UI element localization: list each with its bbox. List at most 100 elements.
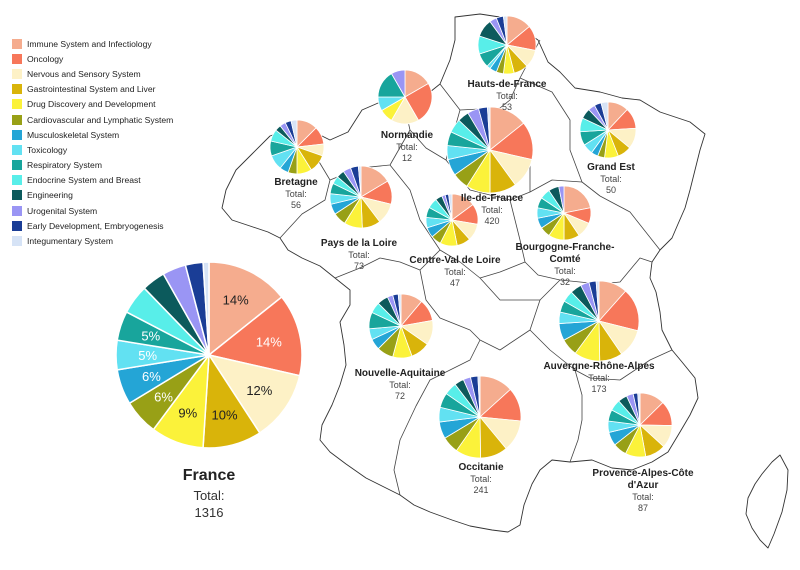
region-pie-slice xyxy=(598,290,640,332)
region-pie-slice xyxy=(477,375,481,418)
region-total-label: Total: xyxy=(348,250,370,260)
france-pie-slice xyxy=(207,353,301,434)
region-total-label: Total: xyxy=(396,142,418,152)
legend-item: Respiratory System xyxy=(12,158,173,173)
region-total-value: 53 xyxy=(502,102,512,112)
legend-swatch xyxy=(12,144,22,155)
region-pie-slice xyxy=(558,185,565,214)
france-slice-label: 9% xyxy=(178,406,197,421)
legend-label: Immune System and Infectiology xyxy=(27,38,152,49)
region-name: Ile-de-France xyxy=(461,193,524,204)
legend-item: Early Development, Embryogenesis xyxy=(12,218,173,233)
region-pie-slice xyxy=(404,82,433,121)
region-total-label: Total: xyxy=(496,91,518,101)
region-pie-slice xyxy=(448,193,453,221)
region-total-value: 420 xyxy=(484,216,499,226)
legend-label: Musculoskeletal System xyxy=(27,129,120,140)
region-pie-slice xyxy=(397,293,402,327)
france-total-label: Total: xyxy=(193,488,224,503)
legend-swatch xyxy=(12,114,22,125)
region-name: Nouvelle-Aquitaine xyxy=(355,368,446,379)
legend-label: Integumentary System xyxy=(27,236,113,247)
france-slice-label: 12% xyxy=(246,383,272,398)
region-total-value: 72 xyxy=(395,391,405,401)
legend-item: Toxicology xyxy=(12,142,173,157)
legend-item: Integumentary System xyxy=(12,233,173,248)
legend-label: Respiratory System xyxy=(27,160,102,171)
region-name: Hauts-de-France xyxy=(468,79,547,90)
region-pie xyxy=(446,106,534,194)
region-pie xyxy=(558,280,640,362)
legend-swatch xyxy=(12,99,22,110)
region-pie-slice xyxy=(502,15,508,46)
region-name: Occitanie xyxy=(458,462,503,473)
corsica-outline xyxy=(745,454,789,549)
region-total-label: Total: xyxy=(588,373,610,383)
legend-label: Cardiovascular and Lymphatic System xyxy=(27,114,174,125)
legend-item: Oncology xyxy=(12,51,173,66)
region-name: Grand Est xyxy=(587,162,635,173)
legend-item: Urogenital System xyxy=(12,203,173,218)
region-pie-slice xyxy=(390,69,406,99)
legend-swatch xyxy=(12,84,22,95)
region-pie-slice xyxy=(595,280,600,322)
region-total-value: 56 xyxy=(291,200,301,210)
region-pie-slice xyxy=(290,119,298,148)
region-pie xyxy=(425,193,479,247)
france-summary: France Total: 1316 xyxy=(183,467,236,520)
region-labels: Hauts-de-FranceTotal:53NormandieTotal:12… xyxy=(274,79,694,513)
legend-item: Drug Discovery and Development xyxy=(12,97,173,112)
region-total-label: Total: xyxy=(389,380,411,390)
france-pie-slice xyxy=(207,295,303,377)
region-pie-slice xyxy=(487,106,491,151)
legend-swatch xyxy=(12,68,22,79)
region-name: Bretagne xyxy=(274,177,318,188)
region-pie xyxy=(329,165,393,229)
category-legend: Immune System and Infectiology Oncology Ne… xyxy=(12,36,173,249)
legend-swatch xyxy=(12,205,22,216)
region-name: d'Azur xyxy=(628,480,659,491)
region-name: Centre-Val de Loire xyxy=(409,255,501,266)
region-pie xyxy=(438,375,522,459)
legend-item: Cardiovascular and Lymphatic System xyxy=(12,112,173,127)
legend-swatch xyxy=(12,175,22,186)
legend-item: Nervous and Sensory System xyxy=(12,66,173,81)
region-name: Bourgogne-Franche- xyxy=(516,242,615,253)
france-slice-label: 14% xyxy=(223,293,249,308)
france-total-pie: 14% 14% 12% 10% 9% 6% 6% 5% 5% xyxy=(115,261,303,449)
region-name: Comté xyxy=(549,254,581,265)
legend-label: Endocrine System and Breast xyxy=(27,175,141,186)
france-name: France xyxy=(183,467,236,484)
legend-swatch xyxy=(12,160,22,171)
legend-item: Immune System and Infectiology xyxy=(12,36,173,51)
region-total-label: Total: xyxy=(481,205,503,215)
region-pie xyxy=(536,185,592,241)
region-total-label: Total: xyxy=(554,266,576,276)
legend-swatch xyxy=(12,38,22,49)
region-borders xyxy=(279,39,673,496)
region-name: Provence-Alpes-Côte xyxy=(592,468,694,479)
legend-swatch xyxy=(12,129,22,140)
region-total-value: 87 xyxy=(638,503,648,513)
france-slice-label: 10% xyxy=(212,407,238,422)
region-total-value: 241 xyxy=(473,485,488,495)
legend-label: Early Development, Embryogenesis xyxy=(27,220,164,231)
region-total-value: 50 xyxy=(606,185,616,195)
region-pie-slice xyxy=(600,101,609,131)
france-pie-slice xyxy=(208,261,283,357)
region-pie xyxy=(368,293,434,359)
region-total-value: 47 xyxy=(450,278,460,288)
region-pie xyxy=(269,119,325,175)
region-name: Auvergne-Rhône-Alpes xyxy=(543,361,655,372)
region-pie xyxy=(377,69,433,125)
legend-item: Musculoskeletal System xyxy=(12,127,173,142)
legend-label: Toxicology xyxy=(27,144,68,155)
legend-label: Gastrointestinal System and Liver xyxy=(27,84,156,95)
france-slice-label: 5% xyxy=(141,329,160,344)
region-total-label: Total: xyxy=(632,492,654,502)
region-pie-slice xyxy=(357,165,362,198)
legend-swatch xyxy=(12,53,22,64)
region-total-label: Total: xyxy=(600,174,622,184)
region-total-label: Total: xyxy=(444,267,466,277)
